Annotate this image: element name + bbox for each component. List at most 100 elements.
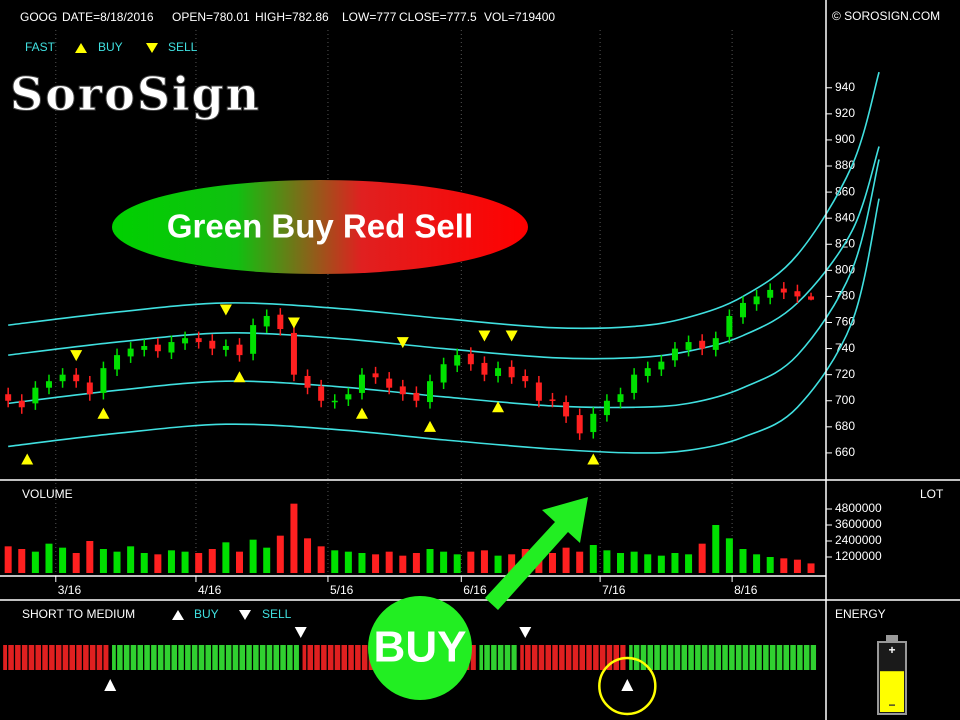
candle-body — [114, 355, 121, 370]
x-tick-label: 4/16 — [198, 583, 222, 597]
candle-body — [372, 373, 379, 378]
volume-bar — [263, 547, 271, 573]
candle-body — [141, 345, 148, 350]
volume-bar — [222, 542, 230, 573]
candle-body — [154, 344, 161, 352]
volume-bar — [617, 553, 625, 573]
candle-body — [685, 342, 692, 350]
volume-bar — [45, 543, 53, 573]
candle-body — [195, 338, 202, 343]
candle-body — [182, 338, 189, 344]
candle-body — [399, 386, 406, 395]
buy-marker — [587, 453, 600, 465]
candle-body — [699, 340, 706, 349]
y-tick-label: 920 — [835, 106, 855, 120]
legend-buy-icon — [172, 610, 184, 620]
y-tick-label: 940 — [835, 80, 855, 94]
x-tick-label: 7/16 — [602, 583, 626, 597]
logo: SoroSign — [10, 67, 261, 121]
candle-body — [413, 392, 420, 401]
callout-arrow — [485, 497, 588, 610]
candle-body — [45, 381, 52, 388]
open: OPEN=780.01 — [172, 10, 250, 24]
volume-bar — [698, 543, 706, 573]
candle-body — [222, 345, 229, 350]
candle-body — [481, 362, 488, 375]
volume-bar — [276, 535, 284, 573]
volume-bar — [4, 546, 12, 573]
y-tick-label: 660 — [835, 445, 855, 459]
y-tick-label: 700 — [835, 393, 855, 407]
volume-axis-label: LOT — [920, 487, 944, 501]
volume-bar — [453, 554, 461, 573]
legend-sell-icon — [239, 610, 251, 620]
date: DATE=8/18/2016 — [62, 10, 154, 24]
buy-arrow — [104, 679, 117, 691]
volume-bar — [344, 551, 352, 573]
sell-marker — [287, 317, 300, 329]
candle-body — [522, 375, 529, 382]
y-tick-label: 900 — [835, 132, 855, 146]
candle-body — [358, 374, 365, 393]
overlay: BUY — [368, 497, 588, 700]
volume-bar — [235, 551, 243, 573]
candle-body — [631, 374, 638, 393]
high: HIGH=782.86 — [255, 10, 329, 24]
sell-marker — [70, 350, 83, 362]
y-tick-label: 1200000 — [835, 549, 882, 563]
band-line — [8, 159, 880, 409]
volume-bar — [195, 553, 203, 573]
candle-body — [263, 315, 270, 327]
volume-bar — [86, 541, 94, 573]
candle-body — [73, 374, 80, 382]
energy-title: ENERGY — [835, 607, 886, 621]
signal-title: SHORT TO MEDIUM — [22, 607, 135, 621]
sell-arrow — [519, 627, 532, 638]
bubble — [112, 180, 528, 274]
volume-bar — [426, 549, 434, 573]
candle-body — [658, 361, 665, 370]
candle-body — [386, 378, 393, 388]
volume-bar — [372, 554, 380, 573]
signal-segment — [629, 645, 817, 670]
candle-body — [59, 374, 66, 382]
volume-bar — [644, 554, 652, 573]
volume: VOL=719400 — [484, 10, 555, 24]
candle-body — [644, 368, 651, 376]
legend-sell: SELL — [168, 40, 198, 54]
buy-arrow — [621, 679, 634, 691]
candle-body — [739, 302, 746, 318]
callout-text: BUY — [374, 623, 467, 672]
legend-buy-icon — [75, 43, 87, 53]
chart-layer: 3/16 4/16 5/16 6/16 7/16 8/16 660 680 700 720 740 7… — [3, 30, 907, 716]
volume-bar — [331, 550, 339, 573]
volume-bar — [290, 503, 298, 573]
candle-body — [209, 340, 216, 349]
candle-body — [168, 342, 175, 353]
candle-body — [603, 400, 610, 416]
buy-marker — [424, 420, 437, 432]
volume-bar — [671, 553, 679, 573]
volume-bar — [630, 551, 638, 573]
volume-bar — [562, 547, 570, 573]
candle-body — [726, 315, 733, 337]
volume-bar — [780, 558, 788, 573]
volume-bar — [603, 550, 611, 573]
candle-body — [467, 353, 474, 365]
bubble-text: Green Buy Red Sell — [167, 208, 473, 245]
volume-bar — [589, 545, 597, 573]
buy-marker — [355, 407, 368, 419]
sell-marker — [478, 330, 491, 342]
volume-bar — [154, 554, 162, 573]
volume-bar — [18, 549, 26, 573]
candle-body — [454, 355, 461, 366]
volume-bar — [508, 554, 516, 573]
volume-bar — [99, 549, 107, 573]
volume-bar — [657, 555, 665, 573]
volume-bar — [766, 557, 774, 573]
candle-body — [86, 382, 93, 395]
y-tick-label: 2400000 — [835, 533, 882, 547]
battery-minus: − — [888, 698, 895, 712]
y-tick-label: 3600000 — [835, 517, 882, 531]
volume-bar — [385, 551, 393, 573]
